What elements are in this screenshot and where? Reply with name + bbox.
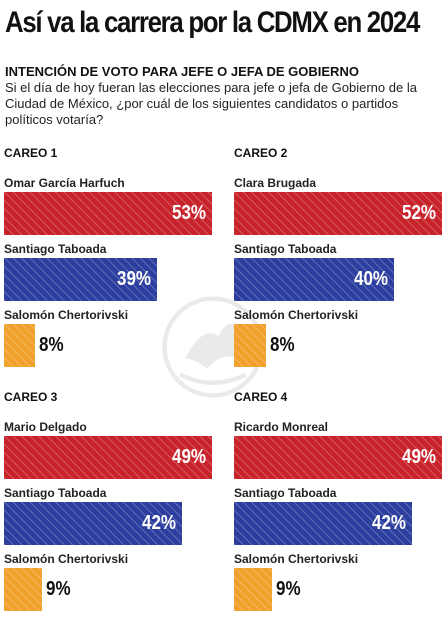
candidate-name: Ricardo Monreal [234, 420, 329, 434]
careo-panel-4: CAREO 4 Ricardo Monreal 49% Santiago Taboad… [234, 390, 446, 620]
candidate-name: Santiago Taboada [4, 242, 107, 256]
candidate-name: Santiago Taboada [234, 242, 337, 256]
bar-red: 49% [234, 436, 442, 479]
bar-orange [4, 324, 35, 367]
bar-fill [4, 568, 42, 611]
candidate-name: Santiago Taboada [234, 486, 337, 500]
candidate-name: Omar García Harfuch [4, 176, 125, 190]
careo-title: CAREO 2 [234, 146, 288, 160]
bar-value-label: 39% [116, 268, 151, 290]
careo-title: CAREO 4 [234, 390, 288, 404]
bar-value-label: 52% [401, 202, 436, 224]
careo-title: CAREO 3 [4, 390, 58, 404]
bar-orange [234, 324, 266, 367]
bar-value-label: 42% [371, 512, 406, 534]
page-title: Así va la carrera por la CDMX en 2024 [5, 6, 420, 39]
bar-blue: 39% [4, 258, 157, 301]
bar-value-label: 53% [171, 202, 206, 224]
candidate-name: Salomón Chertorivski [4, 552, 129, 566]
bar-fill [4, 324, 35, 367]
bar-blue: 42% [4, 502, 182, 545]
bar-red: 53% [4, 192, 212, 235]
bar-fill [234, 502, 412, 545]
candidate-name: Santiago Taboada [4, 486, 107, 500]
bar-value-label: 9% [46, 578, 71, 600]
candidate-name: Salomón Chertorivski [4, 308, 129, 322]
bar-fill [4, 436, 212, 479]
careo-title: CAREO 1 [4, 146, 58, 160]
bar-blue: 42% [234, 502, 412, 545]
chart-subtitle: INTENCIÓN DE VOTO PARA JEFE O JEFA DE GO… [5, 64, 359, 79]
bar-fill [4, 258, 157, 301]
bar-value-label: 40% [353, 268, 388, 290]
careo-panel-3: CAREO 3 Mario Delgado 49% Santiago Taboada 4… [4, 390, 216, 620]
bar-fill [234, 436, 442, 479]
candidate-name: Salomón Chertorivski [234, 308, 359, 322]
bar-value-label: 8% [270, 334, 295, 356]
careo-panel-2: CAREO 2 Clara Brugada 52% Santiago Taboada 4… [234, 146, 446, 376]
bar-value-label: 9% [276, 578, 301, 600]
bar-value-label: 8% [39, 334, 64, 356]
bar-orange [234, 568, 272, 611]
bar-fill [4, 192, 212, 235]
careo-panel-1: CAREO 1 Omar García Harfuch 53% Santiago Ta… [4, 146, 216, 376]
bar-fill [234, 568, 272, 611]
bar-value-label: 49% [171, 446, 206, 468]
bar-blue: 40% [234, 258, 394, 301]
bar-fill [234, 192, 442, 235]
candidate-name: Mario Delgado [4, 420, 87, 434]
bar-red: 52% [234, 192, 442, 235]
survey-question: Si el día de hoy fueran las elecciones p… [5, 80, 417, 127]
bar-value-label: 49% [401, 446, 436, 468]
bar-fill [4, 502, 182, 545]
bar-fill [234, 258, 394, 301]
candidate-name: Salomón Chertorivski [234, 552, 359, 566]
bar-orange [4, 568, 42, 611]
bar-red: 49% [4, 436, 212, 479]
bar-fill [234, 324, 266, 367]
bar-value-label: 42% [141, 512, 176, 534]
candidate-name: Clara Brugada [234, 176, 317, 190]
